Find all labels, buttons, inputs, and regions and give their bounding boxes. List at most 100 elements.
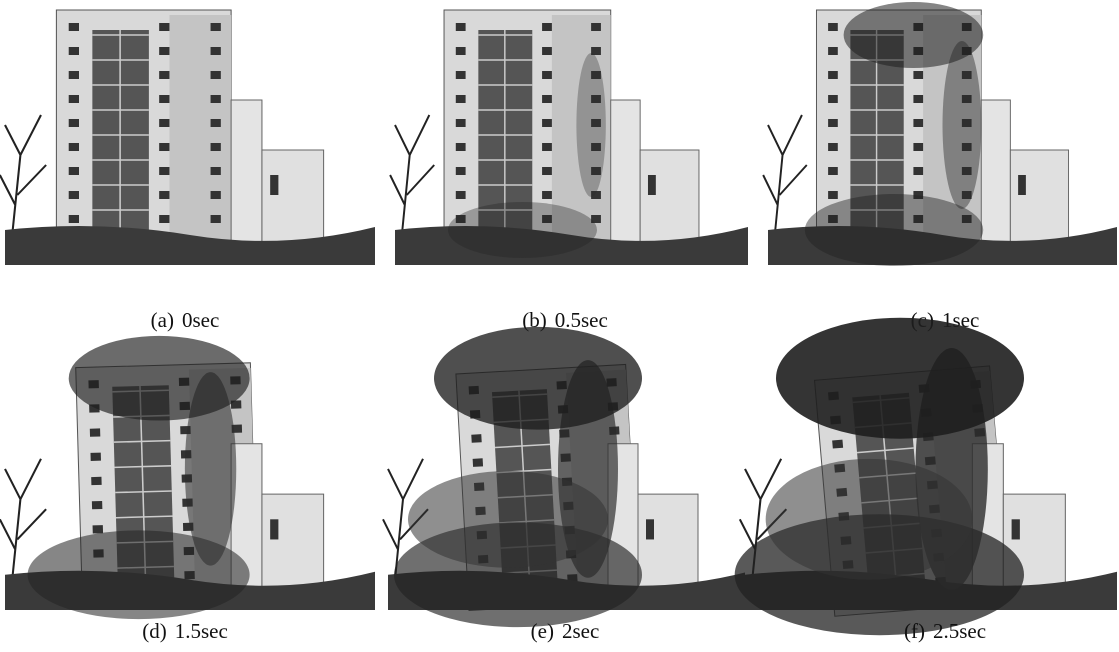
window xyxy=(828,23,838,31)
window xyxy=(211,47,221,55)
annex-window xyxy=(270,519,278,539)
window xyxy=(913,71,923,79)
window xyxy=(542,191,552,199)
caption-label: (e) xyxy=(531,619,554,643)
caption-text: 0.5sec xyxy=(555,308,608,332)
window xyxy=(542,47,552,55)
window xyxy=(456,23,466,31)
annex xyxy=(981,100,1010,245)
window xyxy=(69,167,79,175)
window xyxy=(211,71,221,79)
window xyxy=(211,215,221,223)
window xyxy=(456,167,466,175)
caption-text: 1.5sec xyxy=(175,619,228,643)
caption: (d) 1.5sec xyxy=(142,619,228,643)
window xyxy=(542,71,552,79)
window xyxy=(69,47,79,55)
annex xyxy=(231,100,262,245)
window xyxy=(159,191,169,199)
smoke-cloud xyxy=(408,471,608,568)
window xyxy=(456,47,466,55)
window xyxy=(828,95,838,103)
caption: (e)2sec xyxy=(531,619,600,643)
window xyxy=(591,23,601,31)
window xyxy=(913,143,923,151)
annex-window xyxy=(1012,519,1020,539)
window xyxy=(91,477,102,485)
annex-low xyxy=(640,150,699,245)
window xyxy=(159,23,169,31)
window xyxy=(69,191,79,199)
window xyxy=(828,143,838,151)
photo xyxy=(390,5,748,265)
window xyxy=(159,47,169,55)
annex-window xyxy=(648,175,656,195)
window xyxy=(90,453,101,461)
window xyxy=(473,458,483,467)
smoke-cloud xyxy=(766,459,973,580)
window xyxy=(93,525,104,533)
caption-label: (d) xyxy=(142,619,167,643)
smoke xyxy=(943,41,982,209)
window xyxy=(832,440,843,449)
window xyxy=(159,215,169,223)
window xyxy=(159,167,169,175)
figure-canvas: (a)0sec(b)0.5sec(c)1sec(d)1.5sec(e)2sec(… xyxy=(0,0,1119,652)
caption-label: (a) xyxy=(151,308,174,332)
annex xyxy=(611,100,640,245)
annex-window xyxy=(270,175,278,195)
window xyxy=(828,71,838,79)
window xyxy=(828,167,838,175)
window xyxy=(828,119,838,127)
window xyxy=(456,119,466,127)
annex-low xyxy=(638,494,698,590)
caption: (f) 2.5sec xyxy=(904,619,986,643)
window xyxy=(828,191,838,199)
window xyxy=(211,23,221,31)
window xyxy=(828,47,838,55)
tower-side xyxy=(169,15,231,245)
window xyxy=(211,95,221,103)
photo xyxy=(383,327,748,627)
dust xyxy=(448,202,597,258)
window xyxy=(456,143,466,151)
window xyxy=(471,434,481,443)
window xyxy=(913,167,923,175)
caption-label: (f) xyxy=(904,619,925,643)
smoke-top xyxy=(69,336,250,421)
window xyxy=(542,119,552,127)
window xyxy=(913,95,923,103)
window xyxy=(159,95,169,103)
window xyxy=(542,95,552,103)
photo xyxy=(0,5,375,265)
window xyxy=(542,23,552,31)
window xyxy=(211,143,221,151)
smoke-top xyxy=(434,327,642,430)
smoke-top xyxy=(844,2,984,68)
window xyxy=(211,119,221,127)
photo xyxy=(763,2,1117,266)
annex-window xyxy=(1018,175,1026,195)
window xyxy=(211,191,221,199)
window xyxy=(913,119,923,127)
window xyxy=(92,501,103,509)
photo xyxy=(0,336,375,619)
window xyxy=(159,119,169,127)
window xyxy=(211,167,221,175)
annex-low xyxy=(262,150,324,245)
smoke xyxy=(576,53,605,197)
window xyxy=(542,143,552,151)
window xyxy=(90,428,101,436)
window xyxy=(542,167,552,175)
annex-low xyxy=(1010,150,1068,245)
photo xyxy=(735,318,1117,635)
window xyxy=(159,71,169,79)
window xyxy=(69,71,79,79)
caption-text: 2.5sec xyxy=(933,619,986,643)
window xyxy=(69,23,79,31)
annex-window xyxy=(646,519,654,539)
window xyxy=(159,143,169,151)
window xyxy=(69,95,79,103)
annex-low xyxy=(262,494,324,590)
caption: (a)0sec xyxy=(151,308,220,332)
